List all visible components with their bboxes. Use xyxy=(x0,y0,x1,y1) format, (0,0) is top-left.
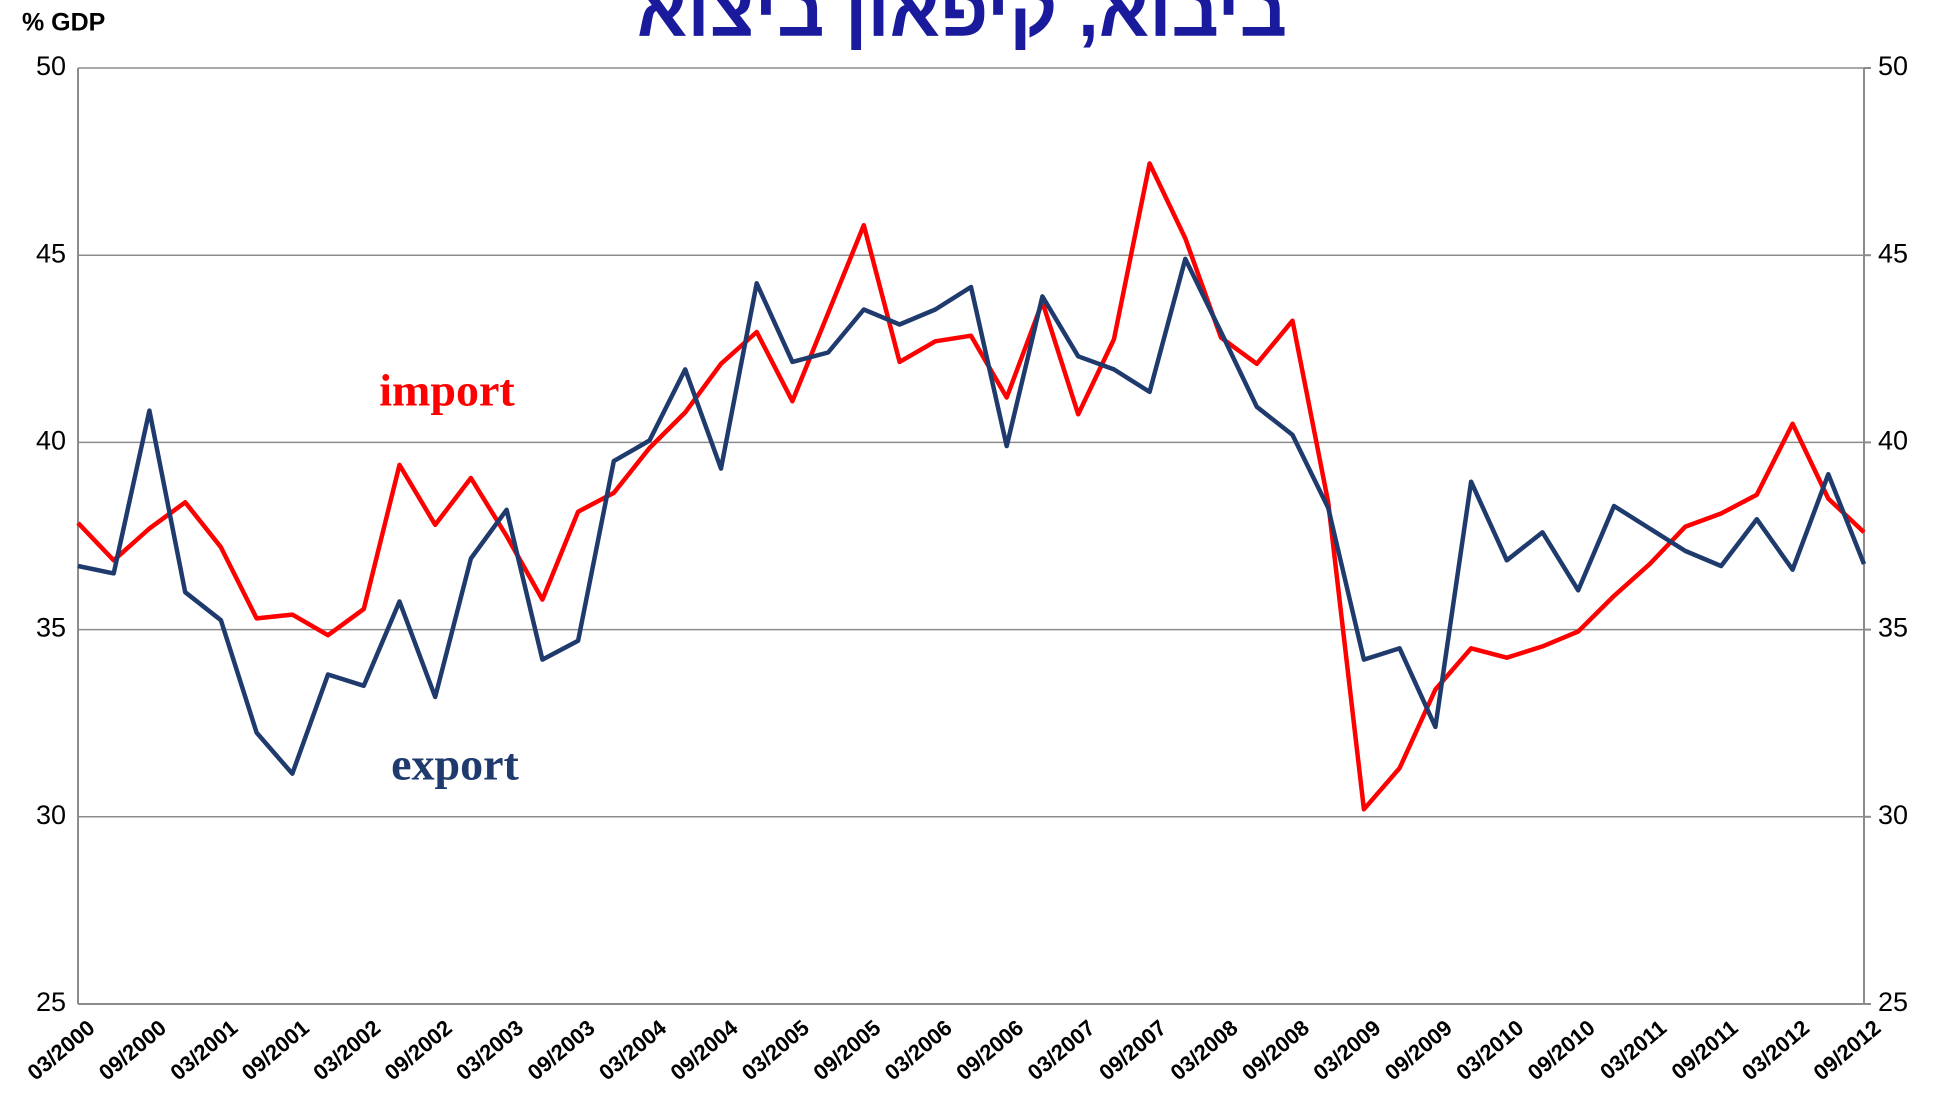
y-tick-label: 45 xyxy=(36,238,66,268)
x-tick-label: 09/2006 xyxy=(951,1015,1028,1085)
x-tick-label: 03/2004 xyxy=(594,1014,672,1085)
y2-tick-label: 35 xyxy=(1878,613,1908,643)
x-tick-label: 09/2008 xyxy=(1237,1015,1314,1085)
x-tick-label: 09/2010 xyxy=(1523,1015,1600,1085)
x-tick-label: 03/2006 xyxy=(880,1015,957,1085)
x-tick-label: 09/2002 xyxy=(380,1015,457,1085)
x-tick-label: 09/2003 xyxy=(523,1015,600,1085)
x-tick-label: 09/2004 xyxy=(665,1014,743,1085)
x-tick-label: 03/2011 xyxy=(1595,1015,1671,1084)
x-tick-label: 03/2002 xyxy=(308,1015,385,1085)
data-line xyxy=(76,161,1866,812)
y2-tick-label: 30 xyxy=(1878,800,1908,830)
x-tick-label: 09/2000 xyxy=(94,1015,171,1085)
y2-tick-label: 25 xyxy=(1878,987,1908,1017)
x-tick-label: 03/2012 xyxy=(1737,1015,1814,1085)
x-tick-label: 03/2010 xyxy=(1451,1015,1528,1085)
x-tick-label: 03/2009 xyxy=(1308,1015,1385,1085)
x-tick-label: 09/2005 xyxy=(808,1015,885,1085)
data-line xyxy=(77,256,1867,776)
y-tick-label: 50 xyxy=(36,51,66,81)
x-tick-label: 03/2007 xyxy=(1023,1015,1100,1085)
x-tick-label: 09/2011 xyxy=(1667,1015,1743,1084)
x-tick-label: 09/2012 xyxy=(1809,1015,1886,1085)
y-tick-label: 40 xyxy=(36,426,66,456)
x-tick-label: 03/2005 xyxy=(737,1015,814,1085)
chart-title: ביבוא, קיפאון ביצוא xyxy=(637,0,1287,52)
x-tick-label: 03/2001 xyxy=(165,1015,242,1085)
y2-tick-label: 50 xyxy=(1878,51,1908,81)
y-tick-label: 25 xyxy=(36,987,66,1017)
x-tick-label: 03/2008 xyxy=(1166,1015,1243,1085)
series-label: import xyxy=(379,365,515,416)
x-tick-label: 03/2000 xyxy=(23,1015,100,1085)
y-tick-label: 35 xyxy=(36,613,66,643)
x-tick-label: 09/2009 xyxy=(1380,1015,1457,1085)
series-label: export xyxy=(391,739,519,790)
y2-tick-label: 40 xyxy=(1878,426,1908,456)
x-tick-label: 09/2007 xyxy=(1094,1015,1171,1085)
x-tick-label: 03/2003 xyxy=(451,1015,528,1085)
x-tick-label: 09/2001 xyxy=(237,1015,314,1085)
y-tick-label: 30 xyxy=(36,800,66,830)
y-axis-label: % GDP xyxy=(22,9,105,37)
y2-tick-label: 45 xyxy=(1878,238,1908,268)
